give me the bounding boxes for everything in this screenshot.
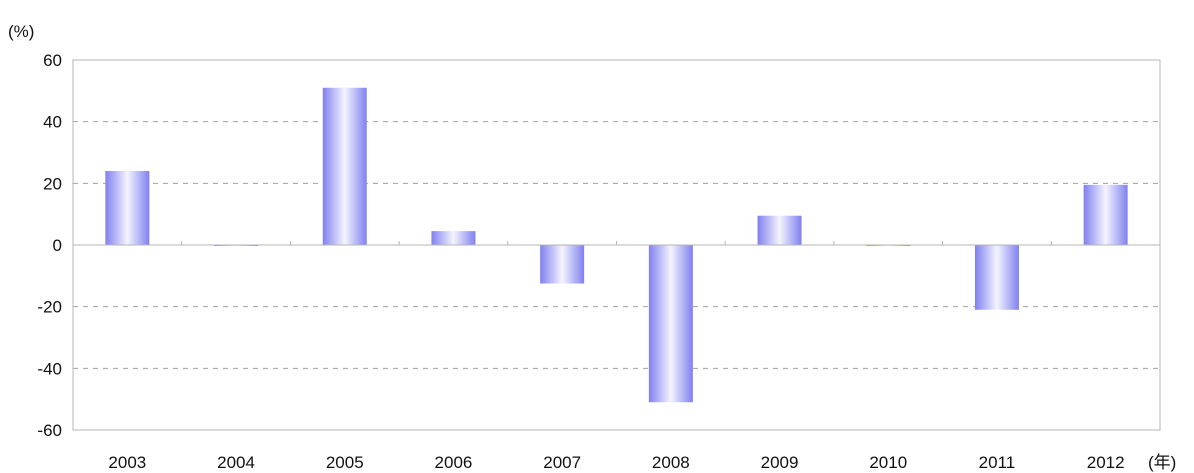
y-axis-unit-label: (%) bbox=[8, 22, 34, 41]
x-tick-label-2012: 2012 bbox=[1087, 453, 1125, 472]
bar-2012 bbox=[1083, 184, 1128, 245]
x-tick-label-2003: 2003 bbox=[108, 453, 146, 472]
y-tick-label: -20 bbox=[37, 298, 62, 317]
y-tick-label: 0 bbox=[53, 236, 62, 255]
bar-2005 bbox=[322, 87, 367, 245]
y-tick-label: 60 bbox=[43, 51, 62, 70]
y-tick-label: 20 bbox=[43, 174, 62, 193]
gridlines bbox=[73, 121, 1160, 369]
x-tick-label-2006: 2006 bbox=[435, 453, 473, 472]
y-tick-label: 40 bbox=[43, 113, 62, 132]
bar-2009 bbox=[757, 215, 802, 245]
y-tick-label: -40 bbox=[37, 359, 62, 378]
bars bbox=[105, 87, 1128, 403]
x-tick-label-2004: 2004 bbox=[217, 453, 255, 472]
bar-2003 bbox=[105, 171, 150, 245]
bar-2006 bbox=[431, 231, 476, 245]
x-axis-unit-label: (年) bbox=[1148, 453, 1176, 472]
x-tick-label-2010: 2010 bbox=[869, 453, 907, 472]
x-tick-label-2008: 2008 bbox=[652, 453, 690, 472]
x-tick-labels: 2003 2004 2005 2006 2007 2008 2009 2010 2011 2012 bbox=[108, 453, 1124, 472]
y-tick-labels: 60 40 20 0 -20 -40 -60 bbox=[37, 51, 62, 440]
x-tick-label-2007: 2007 bbox=[543, 453, 581, 472]
y-tick-label: -60 bbox=[37, 421, 62, 440]
bar-2011 bbox=[974, 245, 1019, 310]
x-tick-label-2011: 2011 bbox=[979, 453, 1016, 472]
bar-2008 bbox=[648, 245, 693, 403]
x-tick-label-2009: 2009 bbox=[761, 453, 799, 472]
x-tick-label-2005: 2005 bbox=[326, 453, 364, 472]
bar-2007 bbox=[540, 245, 585, 284]
